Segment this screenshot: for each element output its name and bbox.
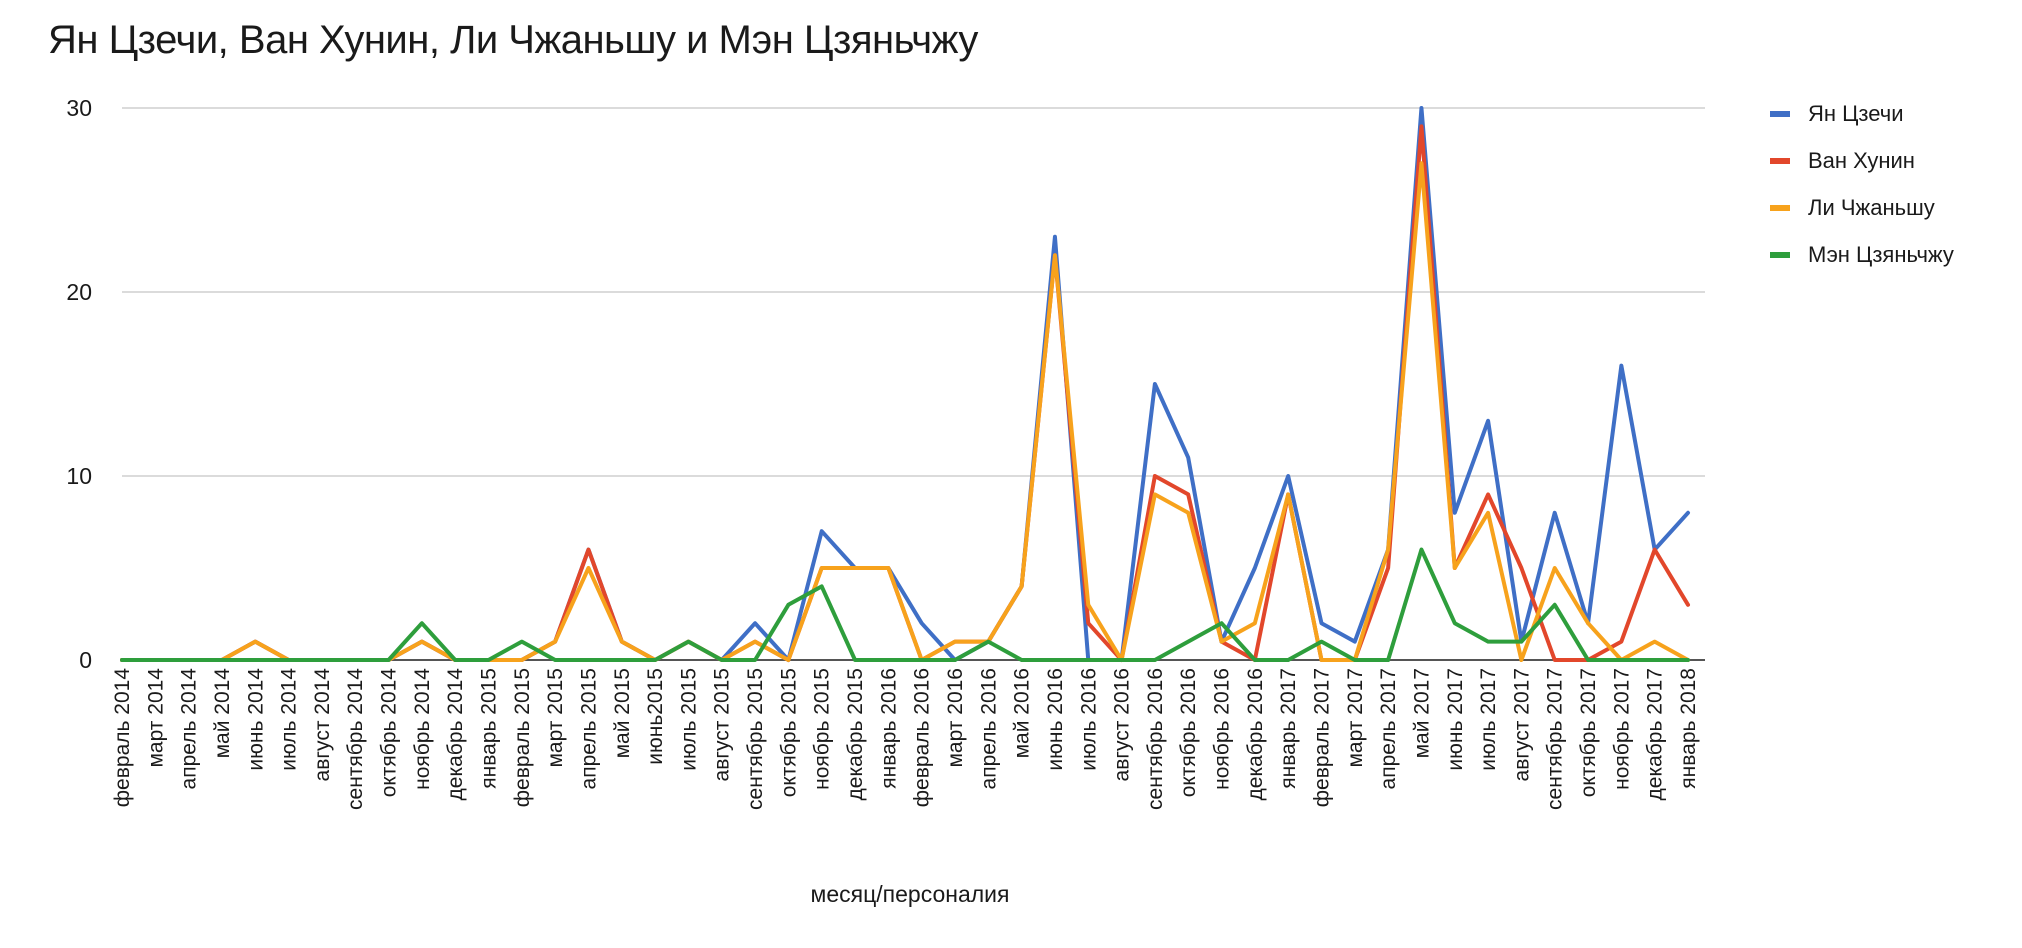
legend-label: Ян Цзечи bbox=[1808, 100, 1904, 126]
x-tick-label: январь 2018 bbox=[1677, 668, 1700, 789]
x-tick-label: март 2015 bbox=[544, 668, 567, 768]
x-tick-label: февраль 2017 bbox=[1310, 668, 1333, 807]
x-tick-label: апрель 2016 bbox=[977, 668, 1000, 789]
x-tick-label: июнь 2016 bbox=[1044, 668, 1067, 771]
x-tick-label: декабрь 2015 bbox=[844, 668, 867, 800]
legend-swatch bbox=[1770, 251, 1790, 258]
legend-swatch bbox=[1770, 157, 1790, 164]
series-line-1 bbox=[120, 106, 1690, 662]
x-tick-label: ноябрь 2014 bbox=[411, 668, 434, 790]
y-tick-label: 30 bbox=[66, 95, 92, 121]
legend-item: Ян Цзечи bbox=[1770, 90, 1954, 137]
x-tick-label: июль 2014 bbox=[278, 668, 301, 771]
x-tick-label: октябрь 2017 bbox=[1577, 668, 1600, 797]
x-tick-label: апрель 2014 bbox=[178, 668, 201, 790]
legend-swatch bbox=[1770, 204, 1790, 211]
x-tick-label: февраль 2014 bbox=[111, 668, 134, 808]
chart-series bbox=[120, 106, 1690, 662]
x-tick-label: февраль 2016 bbox=[911, 668, 934, 807]
x-tick-label: октябрь 2014 bbox=[378, 668, 401, 798]
x-tick-label: ноябрь 2016 bbox=[1211, 668, 1234, 790]
x-tick-label: октябрь 2016 bbox=[1177, 668, 1200, 797]
x-tick-label: март 2014 bbox=[144, 668, 167, 768]
series-line-4 bbox=[120, 547, 1690, 662]
x-tick-label: август 2017 bbox=[1510, 668, 1533, 781]
x-tick-label: январь 2017 bbox=[1277, 668, 1300, 789]
legend-item: Ван Хунин bbox=[1770, 137, 1954, 184]
x-tick-label: август 2015 bbox=[711, 668, 734, 781]
x-tick-label: май 2015 bbox=[611, 668, 634, 758]
series-line-3 bbox=[120, 161, 1690, 662]
x-tick-label: май 2016 bbox=[1011, 668, 1034, 758]
x-tick-label: июнь 2017 bbox=[1444, 668, 1467, 771]
x-tick-label: ноябрь 2015 bbox=[811, 668, 834, 790]
x-tick-label: июль 2017 bbox=[1477, 668, 1500, 771]
x-axis: февраль 2014 март 2014 апрель 2014 май 2014… bbox=[111, 668, 1700, 810]
x-tick-label: май 2014 bbox=[211, 668, 234, 759]
x-tick-label: август 2016 bbox=[1111, 668, 1134, 781]
x-axis-title: месяц/персоналия bbox=[811, 881, 1010, 907]
x-tick-label: апрель 2015 bbox=[577, 668, 600, 789]
x-tick-label: июнь 2014 bbox=[244, 668, 267, 771]
x-tick-label: декабрь 2014 bbox=[444, 668, 467, 801]
x-tick-label: январь 2016 bbox=[877, 668, 900, 789]
y-axis: 0 10 20 30 bbox=[66, 95, 92, 673]
y-tick-label: 10 bbox=[66, 463, 92, 489]
legend-item: Мэн Цзяньчжу bbox=[1770, 231, 1954, 278]
x-tick-label: июнь2015 bbox=[644, 668, 667, 765]
x-tick-label: февраль 2015 bbox=[511, 668, 534, 807]
x-tick-label: июль 2016 bbox=[1077, 668, 1100, 771]
legend-label: Ван Хунин bbox=[1808, 147, 1915, 173]
y-tick-label: 0 bbox=[79, 647, 92, 673]
legend-label: Ли Чжаньшу bbox=[1808, 194, 1935, 220]
x-tick-label: сентябрь 2017 bbox=[1544, 668, 1567, 810]
x-tick-label: март 2016 bbox=[944, 668, 967, 768]
x-tick-label: март 2017 bbox=[1344, 668, 1367, 768]
x-tick-label: апрель 2017 bbox=[1377, 668, 1400, 789]
legend-item: Ли Чжаньшу bbox=[1770, 184, 1954, 231]
series-line-2 bbox=[120, 124, 1690, 662]
x-tick-label: сентябрь 2014 bbox=[344, 668, 367, 810]
x-tick-label: май 2017 bbox=[1410, 668, 1433, 758]
x-tick-label: июль 2015 bbox=[677, 668, 700, 771]
legend-swatch bbox=[1770, 110, 1790, 117]
y-tick-label: 20 bbox=[66, 279, 92, 305]
chart-grid bbox=[122, 107, 1705, 661]
x-tick-label: сентябрь 2015 bbox=[744, 668, 767, 810]
x-tick-label: сентябрь 2016 bbox=[1144, 668, 1167, 810]
x-tick-label: декабрь 2017 bbox=[1644, 668, 1667, 800]
legend-label: Мэн Цзяньчжу bbox=[1808, 241, 1954, 267]
chart-title: Ян Цзечи, Ван Хунин, Ли Чжаньшу и Мэн Цз… bbox=[48, 18, 978, 62]
chart-legend: Ян Цзечи Ван Хунин Ли Чжаньшу Мэн Цзяньчжу bbox=[1770, 90, 1954, 278]
x-tick-label: ноябрь 2017 bbox=[1610, 668, 1633, 790]
x-tick-label: август 2014 bbox=[311, 668, 334, 782]
x-tick-label: январь 2015 bbox=[478, 668, 501, 789]
x-tick-label: октябрь 2015 bbox=[777, 668, 800, 797]
x-tick-label: декабрь 2016 bbox=[1244, 668, 1267, 800]
